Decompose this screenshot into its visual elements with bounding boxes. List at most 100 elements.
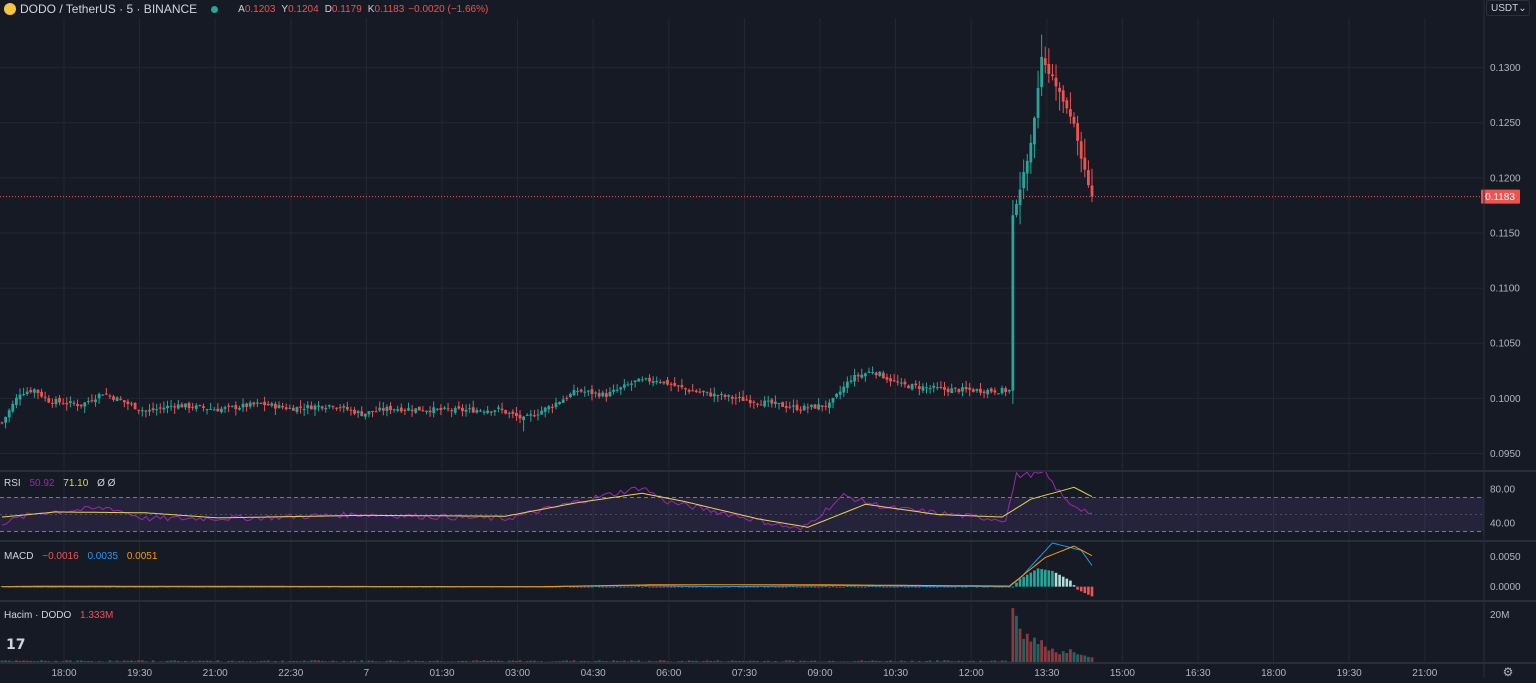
y-tick-label: 0.1250	[1490, 118, 1521, 129]
macd-histogram-bar	[1022, 577, 1025, 587]
rsi-tick-label: 40.00	[1490, 519, 1515, 530]
x-tick-label: 13:30	[1034, 668, 1059, 678]
macd-histogram-bar	[839, 587, 842, 588]
candle-body	[389, 406, 392, 410]
candle-body	[594, 392, 597, 393]
volume-legend[interactable]: Hacim · DODO 1.333M	[4, 610, 119, 621]
macd-histogram-bar	[868, 586, 871, 587]
volume-bar	[216, 660, 219, 662]
candle-body	[698, 392, 701, 393]
volume-bar	[4, 660, 7, 662]
candle-body	[778, 403, 781, 404]
candle-body	[1004, 388, 1007, 392]
currency-selector[interactable]: USDT ⌄	[1486, 0, 1530, 16]
candle-body	[630, 384, 633, 385]
volume-bar	[1055, 652, 1058, 662]
candle-body	[569, 394, 572, 397]
macd-histogram-bar	[673, 587, 676, 588]
volume-bar	[317, 661, 320, 662]
volume-bar	[688, 660, 691, 662]
candle-body	[1065, 100, 1068, 108]
candle-body	[303, 409, 306, 410]
candle-body	[1, 422, 4, 423]
candle-body	[788, 407, 791, 408]
candle-body	[576, 391, 579, 392]
candle-body	[1051, 74, 1054, 76]
macd-signal-line	[2, 546, 1092, 587]
candle-body	[436, 409, 439, 410]
candle-body	[1029, 143, 1032, 163]
candle-body	[83, 402, 86, 406]
volume-bar	[76, 661, 79, 662]
volume-bar	[350, 661, 353, 662]
volume-bar	[378, 661, 381, 662]
candle-body	[202, 406, 205, 408]
candle-body	[400, 408, 403, 412]
candle-body	[134, 403, 137, 409]
volume-bar	[493, 661, 496, 662]
candle-body	[443, 408, 446, 409]
candle-body	[526, 415, 529, 416]
candle-body	[900, 383, 903, 384]
volume-value: 1.333M	[80, 610, 113, 621]
macd-histogram-bar	[792, 586, 795, 587]
candle-body	[940, 387, 943, 388]
volume-bar	[141, 660, 144, 662]
volume-bar	[853, 661, 856, 662]
candle-body	[195, 405, 198, 409]
candle-body	[839, 392, 842, 395]
candle-body	[975, 389, 978, 391]
rsi-legend[interactable]: RSI 50.92 71.10 Ø Ø	[4, 478, 121, 489]
candle-body	[40, 392, 43, 397]
candle-body	[144, 411, 147, 412]
volume-bar	[986, 661, 989, 662]
candle-body	[875, 373, 878, 376]
candle-body	[37, 390, 40, 393]
candle-body	[634, 381, 637, 383]
candle-body	[378, 408, 381, 411]
candle-body	[1080, 141, 1083, 158]
macd-histogram-bar	[587, 587, 590, 588]
candle-body	[605, 393, 608, 397]
volume-bar	[828, 661, 831, 662]
candle-body	[587, 391, 590, 392]
volume-bar	[810, 661, 813, 662]
candle-body	[947, 389, 950, 392]
macd-histogram-bar	[688, 587, 691, 588]
candle-body	[814, 404, 817, 408]
candle-body	[220, 409, 223, 412]
macd-histogram-bar	[659, 587, 662, 588]
candle-body	[803, 406, 806, 411]
candle-body	[65, 403, 68, 404]
macd-histogram-bar	[1073, 585, 1076, 587]
price-axis[interactable]: 0.13000.12500.12000.11500.11000.10500.10…	[1481, 63, 1521, 621]
candle-body	[270, 403, 273, 405]
volume-bar	[173, 660, 176, 662]
candle-body	[173, 406, 176, 407]
volume-bar	[659, 660, 662, 662]
macd-legend[interactable]: MACD −0.0016 0.0035 0.0051	[4, 551, 163, 562]
macd-histogram-bar	[850, 586, 853, 587]
high-value: 0.1204	[288, 4, 319, 15]
tradingview-logo-icon[interactable]: 𝟭𝟳	[6, 636, 25, 653]
macd-histogram-bar	[824, 586, 827, 587]
candle-body	[227, 406, 230, 407]
symbol-title[interactable]: DODO / TetherUS · 5 · BINANCE	[20, 2, 197, 16]
candle-body	[292, 408, 295, 411]
candle-body	[421, 410, 424, 411]
volume-bar	[781, 661, 784, 662]
volume-bar	[475, 660, 478, 662]
candle-body	[763, 401, 766, 407]
volume-bar	[702, 661, 705, 662]
volume-bar	[109, 660, 112, 662]
candle-body	[511, 412, 514, 414]
y-tick-label: 0.1000	[1490, 394, 1521, 405]
volume-bar	[677, 661, 680, 662]
candle-body	[91, 400, 94, 401]
candle-body	[1011, 215, 1014, 390]
candle-body	[896, 381, 899, 382]
macd-histogram-bar	[778, 587, 781, 588]
